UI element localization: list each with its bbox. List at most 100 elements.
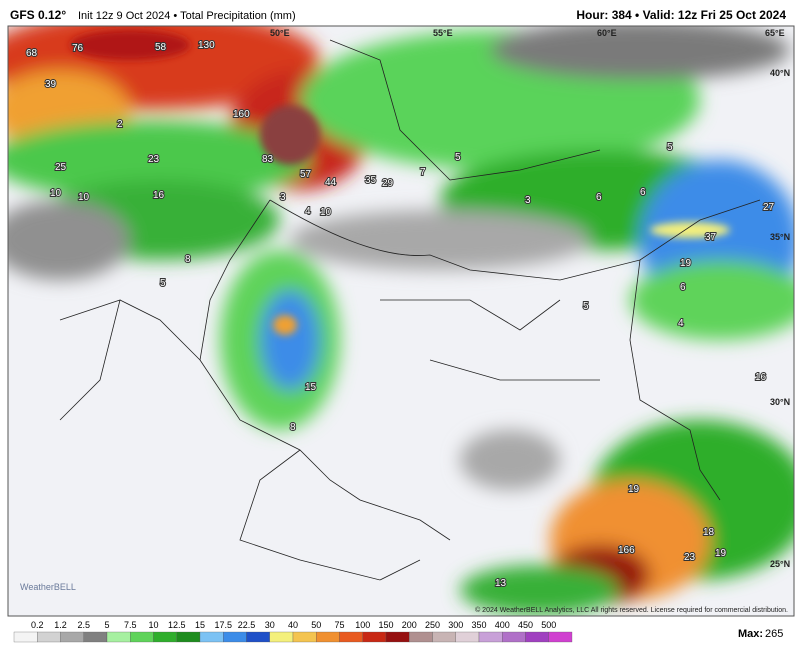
max-label: Max:: [738, 628, 763, 640]
precip-value: 10: [78, 192, 90, 203]
max-value: 265: [765, 628, 783, 640]
colorbar-label: 1.2: [54, 620, 67, 630]
precip-value: 44: [325, 177, 337, 188]
colorbar-label: 100: [355, 620, 370, 630]
colorbar-swatch: [13, 631, 38, 643]
colorbar-swatch: [385, 631, 410, 643]
colorbar-label: 40: [288, 620, 298, 630]
precip-value: 10: [320, 207, 332, 218]
precip-value: 5: [583, 301, 589, 312]
precip-value: 25: [55, 162, 67, 173]
precip-value: 166: [618, 545, 635, 556]
colorbar-swatch: [37, 631, 61, 643]
colorbar-label: 5: [104, 620, 109, 630]
colorbar-label: 50: [311, 620, 321, 630]
precip-value: 7: [420, 167, 426, 178]
precip-value: 8: [290, 422, 296, 433]
precip-value: 13: [495, 578, 507, 589]
precip-value: 39: [45, 79, 57, 90]
colorbar-swatch: [106, 631, 131, 643]
precip-value: 58: [155, 42, 167, 53]
colorbar-label: 0.2: [31, 620, 44, 630]
precip-value: 160: [233, 109, 250, 120]
colorbar-label: 17.5: [214, 620, 232, 630]
colorbar-label: 7.5: [124, 620, 137, 630]
colorbar-swatch: [362, 631, 387, 643]
precip-value: 3: [280, 192, 286, 203]
valid-info: Hour: 384 • Valid: 12z Fri 25 Oct 2024: [576, 8, 786, 22]
colorbar-swatch: [223, 631, 247, 643]
colorbar-swatch: [502, 631, 526, 643]
colorbar-swatch: [409, 631, 433, 643]
colorbar-label: 350: [471, 620, 486, 630]
precip-value: 29: [382, 178, 394, 189]
precip-value: 23: [148, 154, 160, 165]
colorbar-swatch: [176, 631, 201, 643]
colorbar-swatch: [130, 631, 154, 643]
grid-label: 40°N: [770, 68, 790, 78]
colorbar-label: 15: [195, 620, 205, 630]
precip-value: 5: [160, 278, 166, 289]
precip-value: 15: [305, 382, 317, 393]
grid-label: 35°N: [770, 232, 790, 242]
colorbar-label: 450: [518, 620, 533, 630]
colorbar-swatch: [455, 631, 480, 643]
precip-value: 83: [262, 154, 274, 165]
precip-value: 10: [50, 188, 62, 199]
colorbar-label: 10: [148, 620, 158, 630]
colorbar-swatch: [60, 631, 84, 643]
precip-value: 68: [26, 48, 38, 59]
precip-value: 8: [185, 254, 191, 265]
map-frame: [7, 25, 795, 617]
colorbar-label: 400: [495, 620, 510, 630]
precip-value: 23: [684, 552, 696, 563]
precip-value: 19: [715, 548, 727, 559]
colorbar-swatch: [83, 631, 108, 643]
colorbar-label: 75: [334, 620, 344, 630]
precip-value: 6: [640, 187, 646, 198]
colorbar-label: 22.5: [238, 620, 256, 630]
grid-label: 30°N: [770, 397, 790, 407]
colorbar-label: 250: [425, 620, 440, 630]
precip-value: 76: [72, 43, 84, 54]
colorbar-swatch: [478, 631, 503, 643]
colorbar-swatch: [548, 631, 573, 643]
colorbar-label: 150: [378, 620, 393, 630]
precip-value: 19: [680, 258, 692, 269]
precip-value: 6: [596, 192, 602, 203]
grid-label: 65°E: [765, 28, 785, 38]
colorbar-label: 12.5: [168, 620, 186, 630]
colorbar-label: 300: [448, 620, 463, 630]
colorbar-label: 500: [541, 620, 556, 630]
precip-value: 5: [455, 152, 461, 163]
precip-field: [8, 26, 794, 615]
precip-value: 37: [705, 232, 717, 243]
precip-value: 2: [117, 119, 123, 130]
precip-value: 16: [755, 372, 767, 383]
colorbar-swatch: [199, 631, 224, 643]
precip-value: 27: [763, 202, 775, 213]
colorbar-swatch: [269, 631, 294, 643]
precip-value: 5: [667, 142, 673, 153]
precip-value: 35: [365, 175, 377, 186]
precip-value: 4: [678, 318, 684, 329]
precip-value: 16: [153, 190, 165, 201]
colorbar-swatch: [525, 631, 549, 643]
precip-value: 18: [703, 527, 715, 538]
precip-value: 130: [198, 40, 215, 51]
run-info: Init 12z 9 Oct 2024 • Total Precipitatio…: [78, 10, 296, 22]
precip-value: 6: [680, 282, 686, 293]
colorbar-label: 30: [265, 620, 275, 630]
model-name: GFS 0.12°: [10, 8, 66, 22]
colorbar-swatch: [246, 631, 270, 643]
colorbar-swatch: [316, 631, 340, 643]
borders: [59, 39, 761, 581]
precip-value: 3: [525, 195, 531, 206]
grid-label: 60°E: [597, 28, 617, 38]
colorbar-swatch: [339, 631, 363, 643]
grid-label: 25°N: [770, 559, 790, 569]
logo: WeatherBELL: [20, 582, 76, 592]
precip-value: 4: [305, 206, 311, 217]
